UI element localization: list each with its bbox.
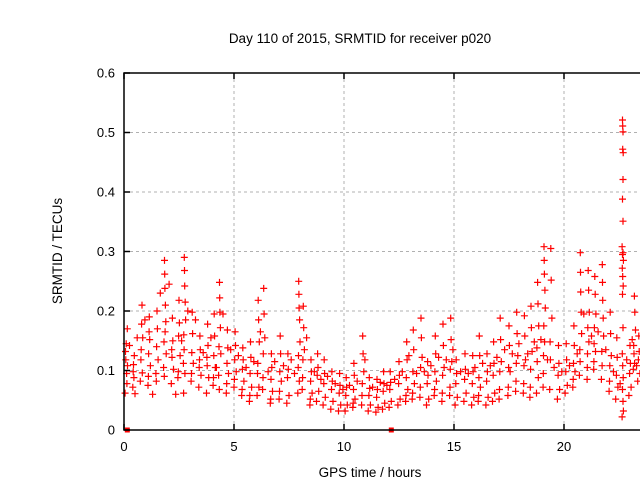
data-points: [121, 116, 640, 433]
grid-lines: [124, 73, 640, 430]
y-tick-label: 0.3: [97, 244, 115, 259]
y-tick-label: 0.5: [97, 125, 115, 140]
x-tick-label: 5: [230, 439, 237, 454]
chart-title: Day 110 of 2015, SRMTID for receiver p02…: [229, 31, 491, 46]
y-tick-label: 0.6: [97, 66, 115, 81]
y-tick-label: 0.4: [97, 185, 115, 200]
x-tick-label: 10: [337, 439, 351, 454]
srmtid-scatter-chart: 0 5 10 15 20 0 0.1 0.2 0.3 0.4 0.5 0.6 Day 110 of 2…: [40, 16, 640, 496]
tick-labels: 0 5 10 15 20 0 0.1 0.2 0.3 0.4 0.5 0.6: [97, 66, 571, 455]
axis-ticks: [123, 72, 565, 431]
x-tick-label: 0: [120, 439, 127, 454]
scatter-plot: 0 5 10 15 20 0 0.1 0.2 0.3 0.4 0.5 0.6 Day 110 of 2…: [50, 31, 640, 480]
x-tick-label: 15: [447, 439, 461, 454]
y-tick-label: 0.1: [97, 363, 115, 378]
x-tick-label: 20: [557, 439, 571, 454]
x-axis-label: GPS time / hours: [319, 465, 422, 480]
y-axis-label: SRMTID / TECUs: [50, 198, 65, 305]
y-tick-label: 0.2: [97, 304, 115, 319]
y-tick-label: 0: [108, 423, 115, 438]
